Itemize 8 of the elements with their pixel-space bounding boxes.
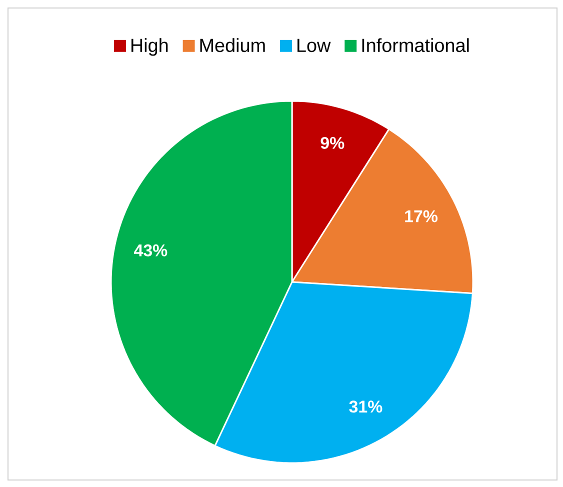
legend-label: Informational [362, 38, 469, 52]
legend-label: Medium [200, 38, 265, 52]
legend-label: Low [298, 38, 331, 52]
data-label: 9% [320, 136, 344, 149]
data-label: 31% [349, 400, 382, 413]
data-label: 17% [405, 210, 438, 222]
legend-label: High [131, 38, 168, 56]
data-label: 43% [134, 244, 168, 256]
